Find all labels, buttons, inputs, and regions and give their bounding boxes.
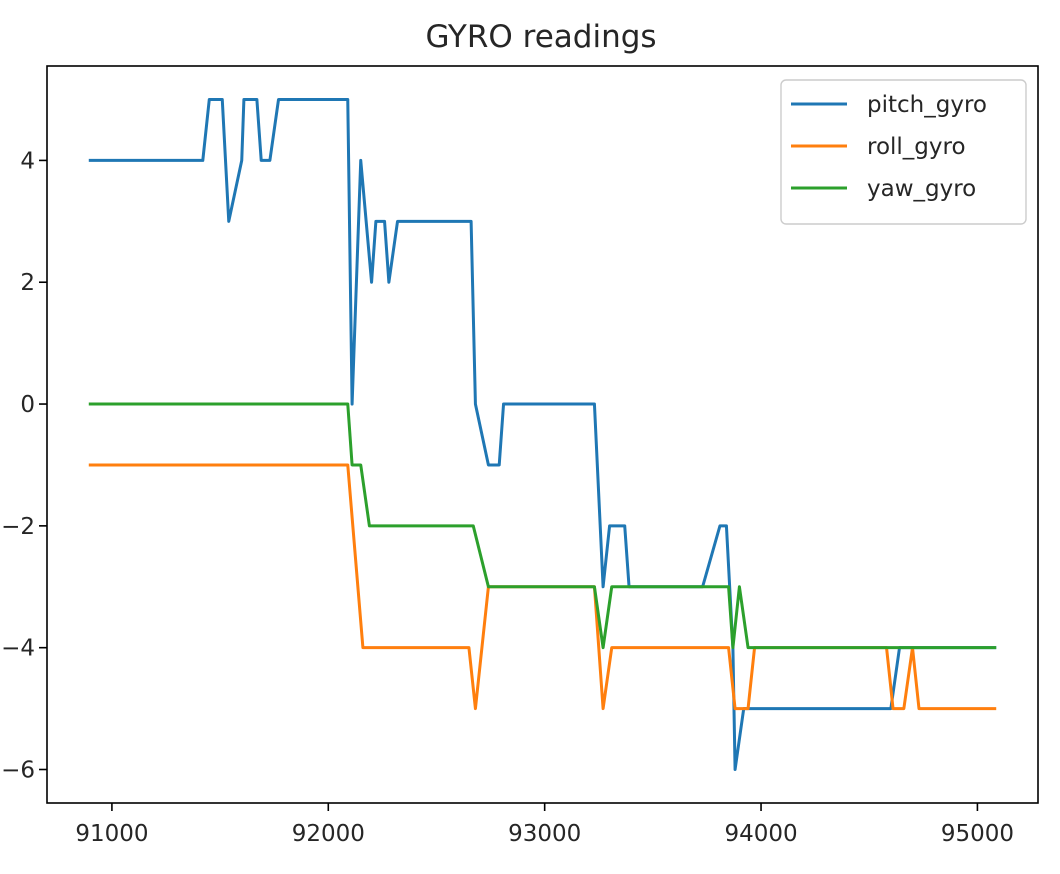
x-tick-label: 93000 [508,821,581,847]
series-line-roll-gyro [88,463,997,711]
x-tick-label: 92000 [292,821,365,847]
series-line-yaw-gyro [88,402,997,650]
legend-label-yaw-gyro: yaw_gyro [867,176,976,202]
x-tick-label: 91000 [75,821,148,847]
series-layer [88,98,997,771]
y-tick-label: −2 [1,514,35,540]
legend-label-roll-gyro: roll_gyro [867,134,966,160]
legend: pitch_gyro roll_gyro yaw_gyro [780,79,1027,225]
x-axis: 91000 92000 93000 94000 95000 [75,803,1014,847]
x-tick-label: 94000 [724,821,797,847]
legend-label-pitch-gyro: pitch_gyro [867,92,987,118]
y-tick-label: 0 [20,392,35,418]
y-axis: −6 −4 −2 0 2 4 [1,148,47,784]
y-tick-label: 4 [20,148,35,174]
y-tick-label: −6 [1,758,35,784]
y-tick-label: 2 [20,270,35,296]
chart-title: GYRO readings [425,19,656,55]
x-tick-label: 95000 [941,821,1014,847]
y-tick-label: −4 [1,636,35,662]
series-line-pitch-gyro [88,98,997,771]
plot-frame [46,65,1039,804]
